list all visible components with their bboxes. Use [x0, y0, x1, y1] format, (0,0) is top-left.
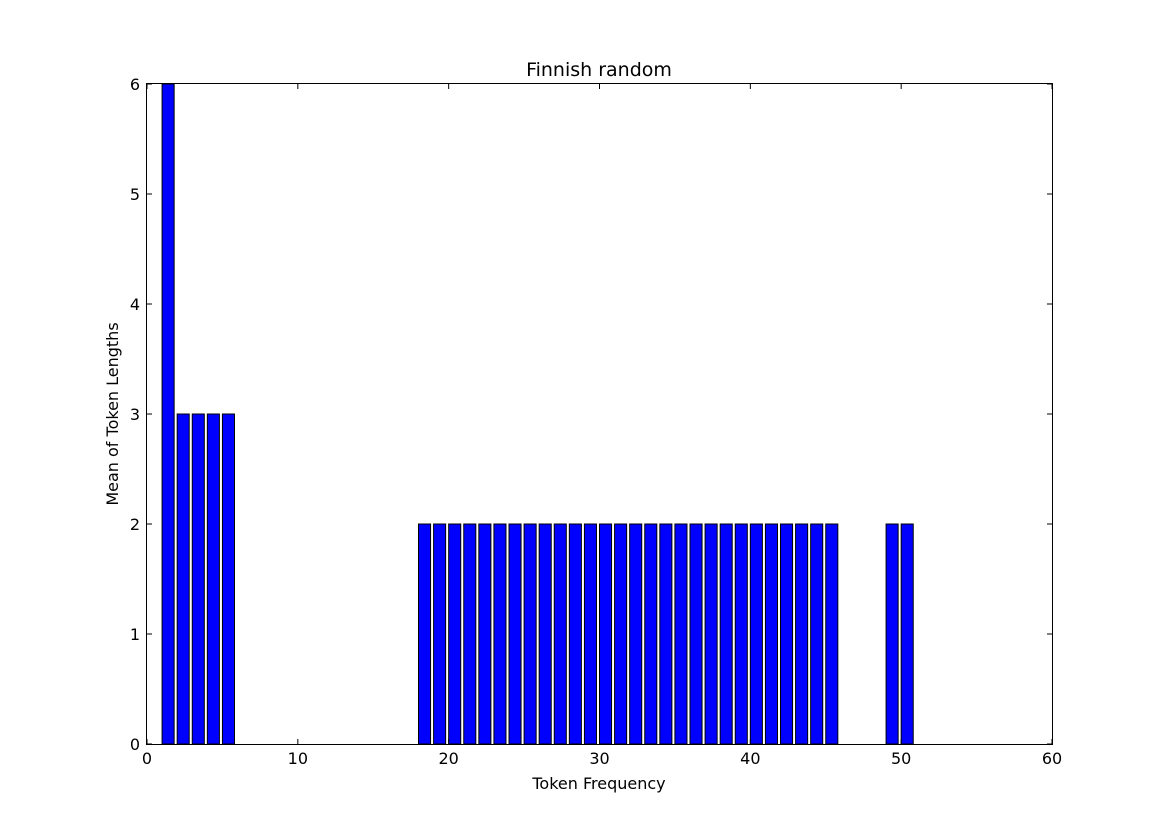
bar [825, 523, 839, 745]
x-tick-label: 40 [740, 749, 760, 768]
chart-title: Finnish random [526, 59, 672, 81]
bar [553, 523, 567, 745]
bar [780, 523, 794, 745]
bar [749, 523, 763, 745]
bar [885, 523, 899, 745]
bar [433, 523, 447, 745]
bars-group [161, 83, 914, 745]
bar [734, 523, 748, 745]
bar [614, 523, 628, 745]
y-tick-label: 0 [130, 735, 140, 754]
bar [493, 523, 507, 745]
x-tick-label: 50 [891, 749, 911, 768]
bar [764, 523, 778, 745]
bar [810, 523, 824, 745]
bar [659, 523, 673, 745]
x-axis-label: Token Frequency [531, 774, 665, 793]
y-tick-label: 6 [130, 75, 140, 94]
y-axis-label: Mean of Token Lengths [103, 322, 122, 505]
bar [689, 523, 703, 745]
bar [900, 523, 914, 745]
x-tick-label: 30 [589, 749, 609, 768]
bar [176, 413, 190, 745]
x-tick-label: 20 [438, 749, 458, 768]
bar [221, 413, 235, 745]
x-tick-label: 10 [288, 749, 308, 768]
y-tick-label: 1 [130, 625, 140, 644]
bar [418, 523, 432, 745]
y-tick-label: 4 [130, 295, 140, 314]
bar [599, 523, 613, 745]
plot-area-frame [146, 83, 1053, 745]
bar [161, 83, 175, 745]
bar [508, 523, 522, 745]
bar [448, 523, 462, 745]
bar [538, 523, 552, 745]
bar [463, 523, 477, 745]
x-tick-label: 60 [1042, 749, 1062, 768]
bar [644, 523, 658, 745]
bar [629, 523, 643, 745]
bar [795, 523, 809, 745]
bar [206, 413, 220, 745]
y-tick-label: 3 [130, 405, 140, 424]
bar [568, 523, 582, 745]
bar [583, 523, 597, 745]
bar [191, 413, 205, 745]
y-tick-label: 2 [130, 515, 140, 534]
bar [523, 523, 537, 745]
tick-labels-group: 0 10 20 30 40 50 60 0 1 2 3 4 5 6 [130, 75, 1062, 768]
x-tick-label: 0 [142, 749, 152, 768]
bar [674, 523, 688, 745]
y-tick-label: 5 [130, 185, 140, 204]
bar [719, 523, 733, 745]
bar [704, 523, 718, 745]
bar [478, 523, 492, 745]
